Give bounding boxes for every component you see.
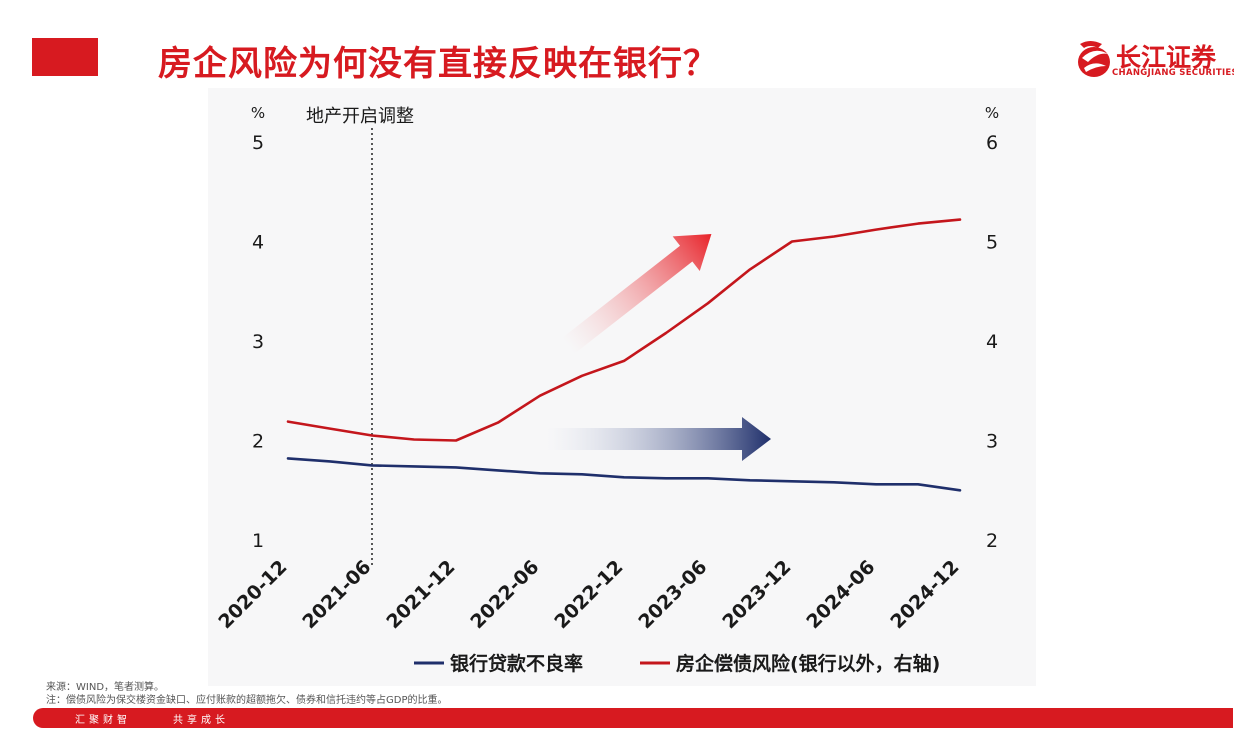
right-tick-label: 5	[986, 232, 998, 254]
x-tick-label: 2024-06	[802, 556, 879, 633]
annotation-label: 地产开启调整	[306, 106, 414, 127]
x-tick-label: 2023-06	[634, 556, 711, 633]
right-axis-unit: %	[985, 104, 999, 122]
x-axis-ticks: 2020-12 2021-06 2021-12 2022-06 2022-12 2023-…	[214, 556, 963, 633]
logo-english: CHANGJIANG SECURITIES	[1112, 68, 1234, 78]
legend-label: 银行贷款不良率	[450, 652, 583, 675]
logo-name: 长江证券	[1116, 43, 1217, 72]
legend: 银行贷款不良率 房企偿债风险(银行以外，右轴)	[414, 652, 940, 675]
left-tick-label: 1	[252, 530, 264, 552]
title-accent-bar	[32, 38, 98, 76]
company-logo: 长江证券 CHANGJIANG SECURITIES	[1076, 38, 1234, 82]
footer-bar: 汇聚财智 共享成长	[33, 708, 1233, 728]
series-lines	[286, 218, 962, 492]
navy-trend-arrow	[547, 417, 771, 461]
right-axis-ticks: % 2 3 4 5 6	[985, 104, 999, 552]
left-axis-ticks: % 1 2 3 4 5	[251, 104, 265, 552]
annotation-layer: 地产开启调整	[306, 106, 414, 566]
left-tick-label: 2	[252, 431, 264, 453]
right-tick-label: 2	[986, 530, 998, 552]
x-tick-label: 2022-06	[466, 556, 543, 633]
x-tick-label: 2020-12	[214, 556, 291, 633]
slogan-right: 共享成长	[173, 715, 229, 726]
right-tick-label: 4	[986, 331, 998, 353]
slogan-left: 汇聚财智	[75, 715, 131, 726]
left-tick-label: 3	[252, 331, 264, 353]
x-tick-label: 2021-06	[298, 556, 375, 633]
source-line: 来源：WIND，笔者测算。	[46, 682, 165, 693]
x-tick-label: 2023-12	[718, 556, 795, 633]
logo-dragon-icon	[1078, 41, 1110, 77]
series-line-bank-npl	[286, 457, 962, 492]
plot-background	[208, 88, 1036, 686]
note-line: 注：偿债风险为保交楼资金缺口、应付账款的超额拖欠、债券和信托违约等占GDP的比重…	[46, 695, 448, 706]
trend-arrows	[547, 233, 771, 461]
slide-title: 房企风险为何没有直接反映在银行？	[158, 44, 718, 84]
right-tick-label: 6	[986, 132, 998, 154]
x-tick-label: 2024-12	[886, 556, 963, 633]
left-tick-label: 4	[252, 232, 264, 254]
series-line-developer-risk	[286, 218, 962, 442]
legend-label: 房企偿债风险(银行以外，右轴)	[676, 652, 940, 675]
x-tick-label: 2022-12	[550, 556, 627, 633]
left-tick-label: 5	[252, 132, 264, 154]
x-tick-label: 2021-12	[382, 556, 459, 633]
left-axis-unit: %	[251, 104, 265, 122]
source-note: 来源：WIND，笔者测算。 注：偿债风险为保交楼资金缺口、应付账款的超额拖欠、债…	[46, 681, 447, 707]
right-tick-label: 3	[986, 431, 998, 453]
red-trend-arrow	[561, 233, 712, 354]
